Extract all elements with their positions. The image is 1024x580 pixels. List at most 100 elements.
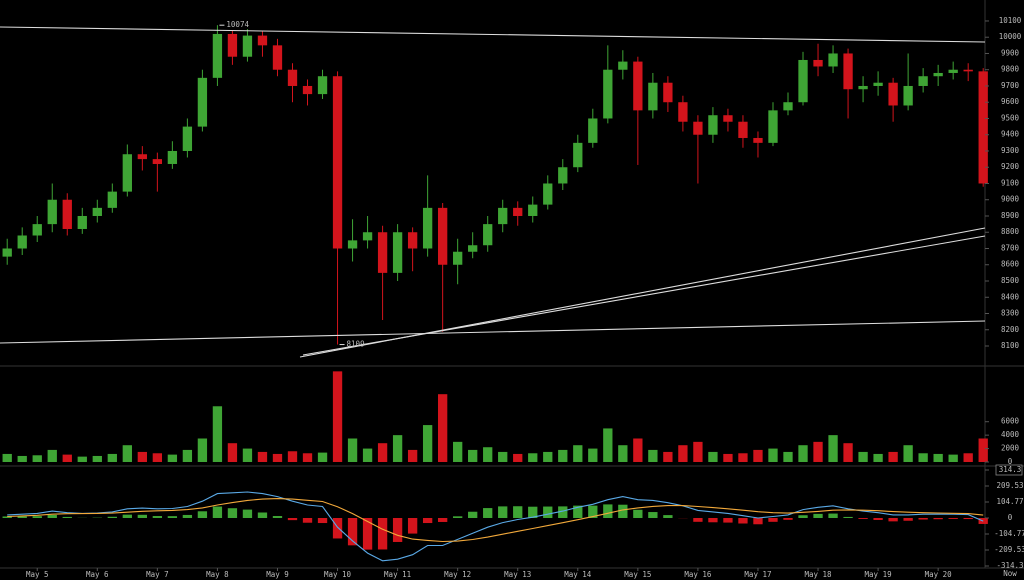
macd-histogram-bar xyxy=(558,506,568,518)
candle-body xyxy=(708,115,718,135)
macd-histogram-bar xyxy=(918,518,928,520)
volume-bar xyxy=(588,448,598,462)
candle-body xyxy=(317,76,328,95)
macd-histogram-bar xyxy=(903,518,913,521)
y-tick-label: 9600 xyxy=(1001,97,1020,106)
macd-histogram-bar xyxy=(377,518,388,550)
x-tick-label: May 13 xyxy=(504,570,531,579)
annotation-label: 10074 xyxy=(226,20,249,29)
candle-body xyxy=(272,45,283,70)
trend-line xyxy=(0,26,986,43)
x-tick-label: May 15 xyxy=(624,570,651,579)
candle-body xyxy=(978,71,988,184)
macd-histogram-bar xyxy=(422,518,433,524)
x-tick-label: May 17 xyxy=(744,570,771,579)
volume-bar xyxy=(47,449,57,462)
candle-body xyxy=(32,224,42,236)
y-tick-label: 9100 xyxy=(1001,178,1020,187)
macd-histogram-bar xyxy=(152,516,163,518)
candle-body xyxy=(723,115,733,122)
x-tick-label: May 7 xyxy=(146,570,169,579)
macd-histogram-bar xyxy=(17,516,27,518)
volume-bar xyxy=(197,438,208,462)
candle-body xyxy=(753,137,763,143)
volume-bar xyxy=(167,454,178,462)
volume-bar xyxy=(272,453,283,462)
volume-bar xyxy=(948,454,958,462)
volume-bar xyxy=(768,448,778,462)
x-tick-label: May 20 xyxy=(925,570,953,579)
macd-histogram-bar xyxy=(62,516,72,518)
y-tick-label: 9500 xyxy=(1001,113,1020,122)
macd-histogram-bar xyxy=(873,518,883,520)
volume-bar xyxy=(62,454,72,462)
y-tick-label: 9900 xyxy=(1001,48,1020,57)
macd-histogram-bar xyxy=(798,515,808,518)
volume-bar xyxy=(933,453,943,462)
candle-body xyxy=(813,59,823,67)
macd-histogram-bar xyxy=(272,516,283,518)
macd-histogram-bar xyxy=(32,516,42,518)
candle-body xyxy=(963,69,973,72)
macd-histogram-bar xyxy=(498,506,508,518)
macd-histogram-bar xyxy=(2,516,12,518)
macd-histogram-bar xyxy=(437,518,448,522)
candle-body xyxy=(798,59,808,103)
macd-histogram-bar xyxy=(783,518,793,520)
macd-histogram-bar xyxy=(453,516,463,518)
macd-histogram-bar xyxy=(513,506,523,518)
volume-bar xyxy=(618,445,628,462)
macd-histogram-bar xyxy=(828,513,838,518)
macd-histogram-bar xyxy=(708,518,718,523)
volume-bar xyxy=(227,443,238,462)
candle-body xyxy=(362,232,373,241)
volume-bar xyxy=(17,455,27,462)
macd-histogram-bar xyxy=(483,508,493,518)
macd-histogram-bar xyxy=(813,513,823,518)
volume-bar xyxy=(798,445,808,462)
macd-histogram-bar xyxy=(392,518,403,542)
y-tick-label: 8800 xyxy=(1001,227,1020,236)
candle-body xyxy=(948,69,958,73)
volume-bar xyxy=(978,438,988,462)
candle-body xyxy=(828,53,838,67)
x-tick-label: May 11 xyxy=(384,570,411,579)
volume-bar xyxy=(873,453,883,462)
macd-histogram-bar xyxy=(407,518,418,534)
macd-histogram-bar xyxy=(933,518,943,520)
y-tick-label: 9800 xyxy=(1001,65,1020,74)
volume-bar xyxy=(573,445,583,462)
y-tick-label: 8100 xyxy=(1001,341,1020,350)
volume-bar xyxy=(843,443,853,462)
candle-body xyxy=(543,183,553,205)
macd-histogram-bar xyxy=(212,506,223,518)
macd-histogram-bar xyxy=(302,518,313,523)
macd-histogram-bar xyxy=(182,514,193,518)
macd-histogram-bar xyxy=(693,518,703,522)
candle-body xyxy=(498,207,508,225)
candle-body xyxy=(738,121,748,138)
candle-body xyxy=(573,142,583,168)
y-tick-label: 104.77 xyxy=(996,497,1023,506)
candle-body xyxy=(483,224,493,246)
x-tick-label: May 16 xyxy=(684,570,712,579)
volume-bar xyxy=(107,453,117,462)
y-tick-label: 9400 xyxy=(1001,130,1020,139)
volume-bar xyxy=(332,371,343,462)
macd-histogram-bar xyxy=(227,508,238,518)
candle-body xyxy=(663,82,673,103)
volume-bar xyxy=(92,455,102,462)
macd-histogram-bar xyxy=(528,506,538,518)
macd-histogram-bar xyxy=(362,518,373,550)
volume-bar xyxy=(888,451,898,462)
volume-bar xyxy=(828,435,838,462)
y-tick-label: 9200 xyxy=(1001,162,1020,171)
volume-bar xyxy=(858,451,868,462)
volume-bar xyxy=(257,451,268,462)
volume-bar xyxy=(648,449,658,462)
y-tick-label: 4000 xyxy=(1001,430,1020,439)
x-tick-label: May 14 xyxy=(564,570,592,579)
macd-histogram-bar xyxy=(47,514,57,518)
